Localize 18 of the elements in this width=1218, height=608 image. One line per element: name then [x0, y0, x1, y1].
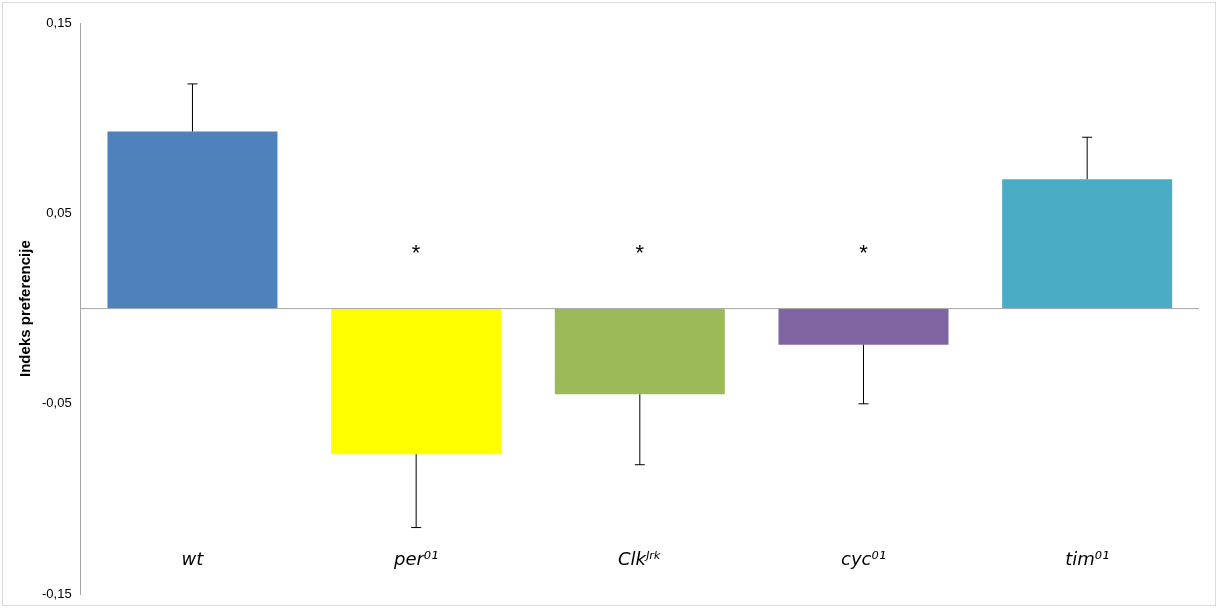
bar [554, 308, 725, 395]
bar [778, 308, 949, 345]
y-tick-label: 0,15 [46, 14, 72, 30]
y-tick-label: -0,05 [41, 395, 72, 411]
annotation: * [635, 239, 645, 265]
annotation: * [411, 239, 421, 265]
x-tick-label: tim⁰¹ [1065, 547, 1110, 569]
bar [107, 131, 278, 309]
y-axis-title: Indeks preferencije [16, 240, 34, 377]
x-tick-label: per⁰¹ [392, 547, 439, 569]
x-tick-label: Clkᴶʳᵏ [617, 547, 662, 569]
x-tick-label: cyc⁰¹ [841, 547, 886, 569]
y-tick-label: -0,15 [41, 585, 72, 601]
annotation: * [859, 239, 869, 265]
bar [331, 308, 502, 455]
x-tick-label: wt [181, 547, 205, 569]
bar [1002, 179, 1173, 309]
y-tick-label: 0,05 [46, 204, 72, 220]
